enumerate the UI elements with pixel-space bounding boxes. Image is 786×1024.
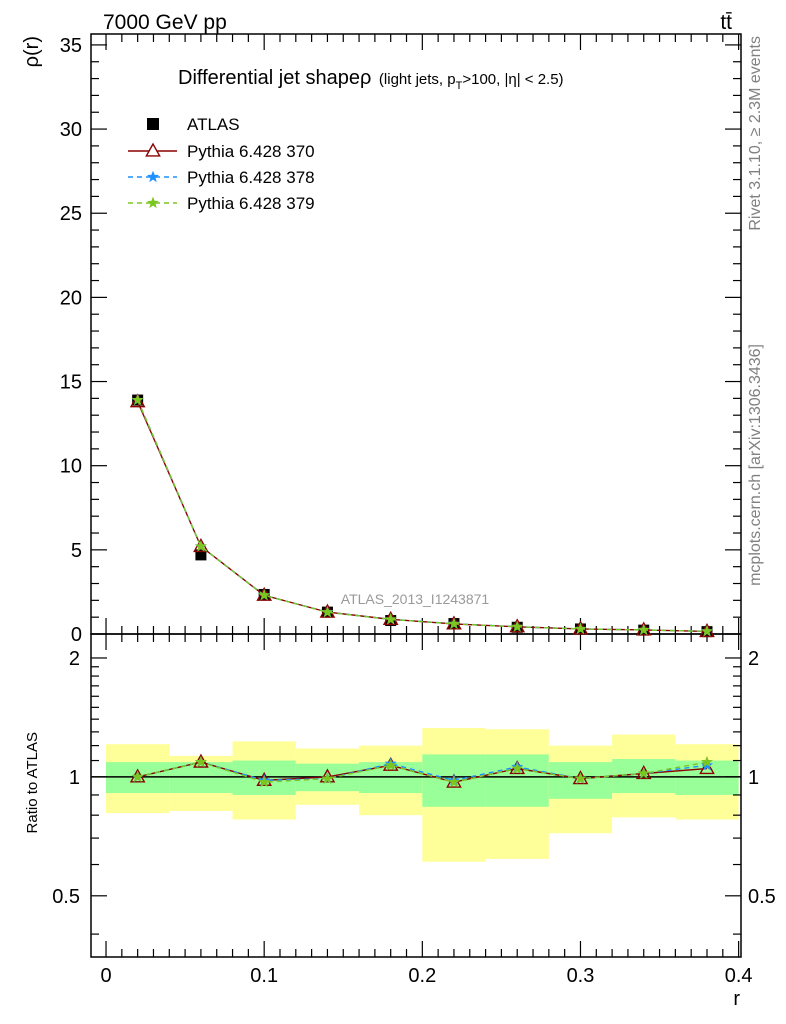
x-tick-label: 0.1	[250, 965, 278, 987]
main-pythia-370-point	[129, 393, 146, 408]
main-atlas-point	[195, 549, 207, 561]
ratio-pythia-379-point	[574, 772, 587, 784]
ratio-pythia-379-point	[258, 775, 271, 788]
legend-marker-triangle	[145, 142, 161, 157]
analysis-watermark: ATLAS_2013_I1243871	[341, 591, 490, 607]
main-pythia-379-point	[131, 393, 144, 406]
y-tick-label: 30	[60, 119, 82, 141]
y-tick-label: 5	[71, 540, 82, 562]
rivet-label: Rivet 3.1.10, ≥ 2.3M events	[747, 36, 764, 231]
y-tick-label: 35	[60, 35, 82, 57]
ratio-tick-label-left: 1	[69, 767, 80, 789]
ratio-pythia-379-point	[384, 758, 397, 771]
x-tick-label: 0.4	[725, 965, 753, 987]
main-pythia-379-point	[258, 588, 271, 601]
y-tick-label: 0	[71, 624, 82, 646]
ratio-pythia-378-line	[137, 761, 708, 782]
ratio-tick-label-left: 0.5	[52, 886, 80, 908]
x-axis-label: r	[733, 988, 740, 1010]
mcplots-label: mcplots.cern.ch [arXiv:1306.3436]	[747, 344, 764, 586]
main-ylabel: ρ(r)	[21, 36, 43, 67]
y-tick-label: 10	[60, 456, 82, 478]
y-tick-label: 15	[60, 372, 82, 394]
ratio-pythia-370-point	[699, 760, 715, 775]
legend: ATLAS Pythia 6.428 370 Pythia 6.428 378 Pyt…	[128, 115, 315, 213]
ratio-ylabel: Ratio to ATLAS	[24, 732, 41, 833]
legend-marker-star	[146, 196, 160, 209]
main-title: Differential jet shapeρ (light jets, pT>…	[178, 67, 564, 92]
legend-marker-atlas	[147, 118, 159, 130]
main-pythia-379-point	[574, 622, 587, 635]
main-pythia-379-point	[700, 624, 714, 637]
y-tick-label: 25	[60, 203, 82, 225]
header-right: tt̄	[720, 11, 732, 34]
ratio-pythia-379-line	[137, 761, 708, 783]
ratio-pythia-379-point	[131, 770, 144, 783]
ratio-tick-label-right: 1	[748, 767, 759, 789]
main-pythia-379-point	[321, 605, 334, 618]
x-tick-label: 0.2	[408, 965, 436, 987]
ratio-bands	[91, 727, 741, 862]
ratio-pythia-379-point	[194, 755, 207, 768]
ratio-tick-label-left: 2	[69, 648, 80, 670]
legend-label: ATLAS	[187, 115, 240, 134]
ratio-tick-label-right: 0.5	[748, 886, 776, 908]
ratio-pythia-379-point	[321, 772, 334, 784]
x-tick-label: 0.3	[567, 965, 595, 987]
x-tick-label: 0	[100, 965, 111, 987]
legend-label: Pythia 6.428 379	[187, 194, 315, 213]
ratio-pythia-379-point	[511, 762, 524, 774]
header-left: 7000 GeV pp	[103, 11, 227, 34]
ratio-pythia-379-point	[447, 775, 461, 788]
axes: 0 0.1 0.2 0.3 0.4 0 5 10 15 20 25 30 35 0.5 0.5 1 1 2 2	[52, 33, 776, 987]
series-layer	[129, 393, 715, 788]
y-tick-label: 20	[60, 287, 82, 309]
main-pythia-379-point	[637, 623, 650, 636]
main-pythia-379-line	[137, 399, 708, 633]
legend-label: Pythia 6.428 378	[187, 168, 315, 187]
main-pythia-379-point	[447, 617, 461, 630]
legend-marker-star	[146, 170, 160, 183]
ratio-pythia-379-point	[700, 755, 714, 768]
main-pythia-379-point	[511, 620, 524, 632]
ratio-pythia-370-point	[319, 768, 336, 783]
ratio-tick-label-right: 2	[748, 648, 759, 670]
main-pythia-379-point	[194, 540, 207, 552]
ratio-pythia-379-point	[637, 767, 650, 779]
legend-label: Pythia 6.428 370	[187, 142, 315, 161]
main-pythia-379-point	[384, 613, 397, 625]
